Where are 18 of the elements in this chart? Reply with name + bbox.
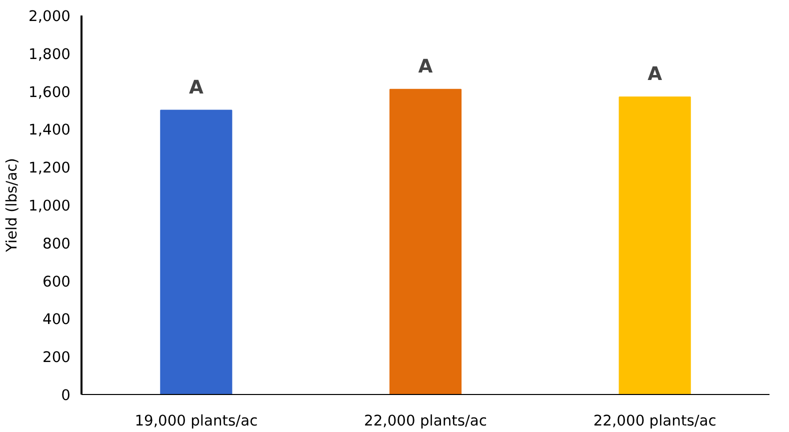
y-tick-label: 2,000 (28, 8, 71, 25)
y-tick-label: 200 (42, 349, 71, 366)
y-tick-label: 1,600 (28, 84, 71, 101)
y-axis-title: Yield (lbs/ac) (4, 158, 21, 253)
y-tick-label: 800 (42, 235, 71, 252)
x-tick-label: 22,000 plants/ac (364, 412, 487, 430)
y-tick-label: 1,800 (28, 46, 71, 63)
annotation: A (188, 77, 204, 98)
y-tick-label: 400 (42, 311, 71, 328)
y-tick-label: 0 (61, 387, 71, 404)
y-tick-label: 1,000 (28, 198, 71, 214)
y-tick-label: 1,400 (28, 122, 71, 139)
x-tick-label: 19,000 plants/ac (134, 412, 258, 430)
y-tick-label: 600 (42, 273, 71, 290)
annotation: A (418, 56, 434, 78)
y-tick-label: 1,200 (28, 160, 71, 177)
annotation: A (648, 64, 663, 85)
x-tick-label: 22,000 plants/ac (593, 412, 716, 430)
